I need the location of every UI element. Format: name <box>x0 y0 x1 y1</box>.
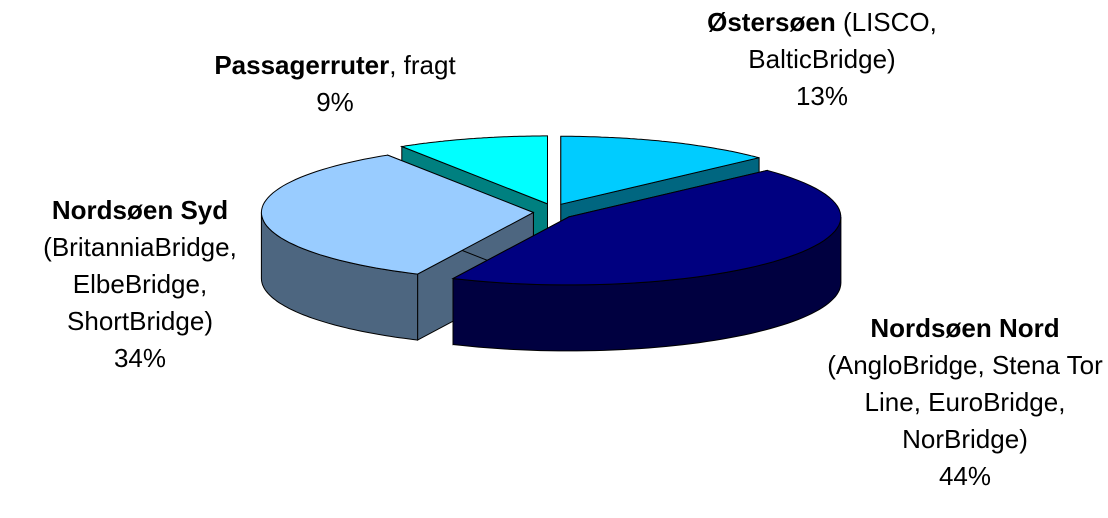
pie-slice <box>560 135 760 205</box>
slice-label: Nordsøen Syd (BritanniaBridge, ElbeBridge… <box>0 192 280 377</box>
slice-name: Østersøen <box>707 7 836 37</box>
value-label: 13% <box>795 81 849 111</box>
slice-detail: (LISCO, BalticBridge) <box>748 7 937 74</box>
slice-name: Nordsøen Nord <box>870 313 1060 343</box>
value-label: 44% <box>938 461 992 491</box>
pie-slice <box>451 169 842 286</box>
pie-slice <box>399 135 548 205</box>
slice-label: Østersøen (LISCO, BalticBridge) 13% <box>662 4 982 115</box>
slice-detail: , fragt <box>389 50 456 80</box>
slice-name: Passagerruter <box>214 50 390 80</box>
value-label: 34% <box>113 343 167 373</box>
slice-label: Nordsøen Nord (AngloBridge, Stena Tor Lin… <box>810 310 1108 495</box>
slice-label: Passagerruter, fragt 9% <box>165 47 505 121</box>
value-label: 9% <box>316 87 354 117</box>
pie-slice <box>260 154 535 275</box>
slice-name: Nordsøen Syd <box>51 195 229 225</box>
slice-detail: (BritanniaBridge, ElbeBridge, ShortBridg… <box>43 232 237 336</box>
slice-detail: (AngloBridge, Stena Tor Line, EuroBridge… <box>827 350 1103 454</box>
